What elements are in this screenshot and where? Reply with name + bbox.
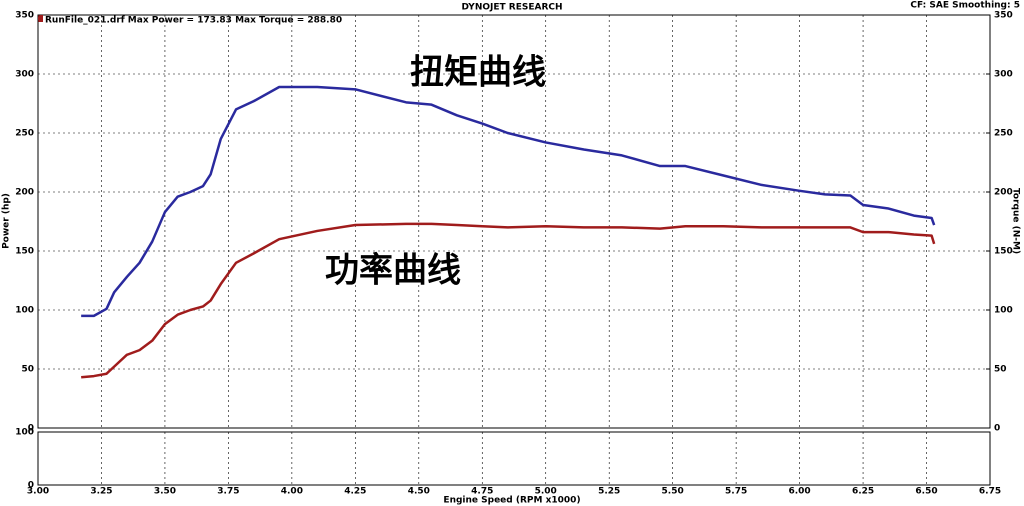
x-tick-label: 6.25 — [852, 487, 874, 497]
y-tick-label: 200 — [15, 188, 34, 198]
x-axis-label: Engine Speed (RPM x1000) — [443, 496, 580, 506]
main-panel — [37, 14, 991, 429]
x-tick-label: 5.75 — [725, 487, 747, 497]
lower-y-tick-label: 100 — [15, 428, 34, 438]
x-tick-label: 3.50 — [154, 487, 176, 497]
x-tick-label: 4.00 — [281, 487, 303, 497]
lower-panel — [37, 431, 991, 486]
y2-tick-label: 250 — [994, 129, 1013, 139]
run-info: RunFile_021.drf Max Power = 173.83 Max T… — [45, 16, 342, 26]
series-line — [81, 222, 936, 379]
x-tick-label: 6.00 — [788, 487, 810, 497]
x-tick-label: 3.00 — [27, 487, 49, 497]
y-tick-label: 250 — [15, 129, 34, 139]
series-line — [81, 85, 936, 318]
x-tick-label: 4.50 — [408, 487, 430, 497]
lower-y-tick-label: 0 — [28, 481, 34, 491]
y2-tick-label: 50 — [994, 365, 1007, 375]
y2-tick-label: 100 — [994, 306, 1013, 316]
x-tick-label: 4.25 — [344, 487, 366, 497]
y-tick-label: 300 — [15, 70, 34, 80]
y2-tick-label: 350 — [994, 11, 1013, 21]
y-tick-label: 150 — [15, 247, 34, 257]
y-tick-label: 350 — [15, 11, 34, 21]
x-tick-label: 3.75 — [217, 487, 239, 497]
power-annotation: 功率曲线 — [325, 251, 461, 291]
y2-axis-label: Torque (N-M) — [1011, 188, 1021, 254]
x-tick-label: 6.50 — [915, 487, 937, 497]
y2-tick-label: 200 — [994, 188, 1013, 198]
y-axis-label: Power (hp) — [2, 193, 12, 249]
y2-tick-label: 150 — [994, 247, 1013, 257]
y-tick-label: 0 — [28, 424, 34, 434]
x-tick-label: 3.25 — [90, 487, 112, 497]
y2-tick-label: 300 — [994, 70, 1013, 80]
x-tick-label: 5.50 — [662, 487, 684, 497]
x-tick-label: 4.75 — [471, 487, 493, 497]
x-tick-label: 5.00 — [535, 487, 557, 497]
torque-annotation: 扭矩曲线 — [410, 53, 546, 93]
chart-title: DYNOJET RESEARCH — [461, 3, 562, 13]
x-tick-label: 6.75 — [979, 487, 1001, 497]
settings-info: CF: SAE Smoothing: 5 — [910, 1, 1020, 11]
y-tick-label: 50 — [21, 365, 34, 375]
y-tick-label: 100 — [15, 306, 34, 316]
y2-tick-label: 0 — [994, 424, 1000, 434]
x-tick-label: 5.25 — [598, 487, 620, 497]
legend-swatch — [38, 15, 43, 22]
